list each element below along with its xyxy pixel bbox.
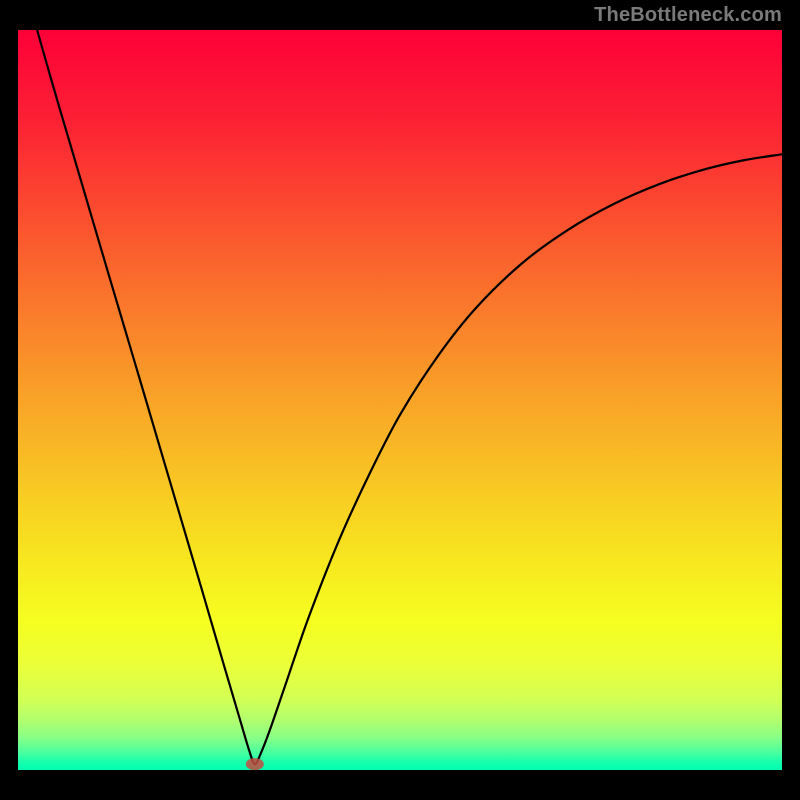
chart-container: TheBottleneck.com — [0, 0, 800, 800]
plot-background — [18, 30, 782, 770]
bottleneck-line-chart — [0, 0, 800, 800]
min-marker — [246, 758, 264, 770]
watermark-text: TheBottleneck.com — [594, 4, 782, 27]
